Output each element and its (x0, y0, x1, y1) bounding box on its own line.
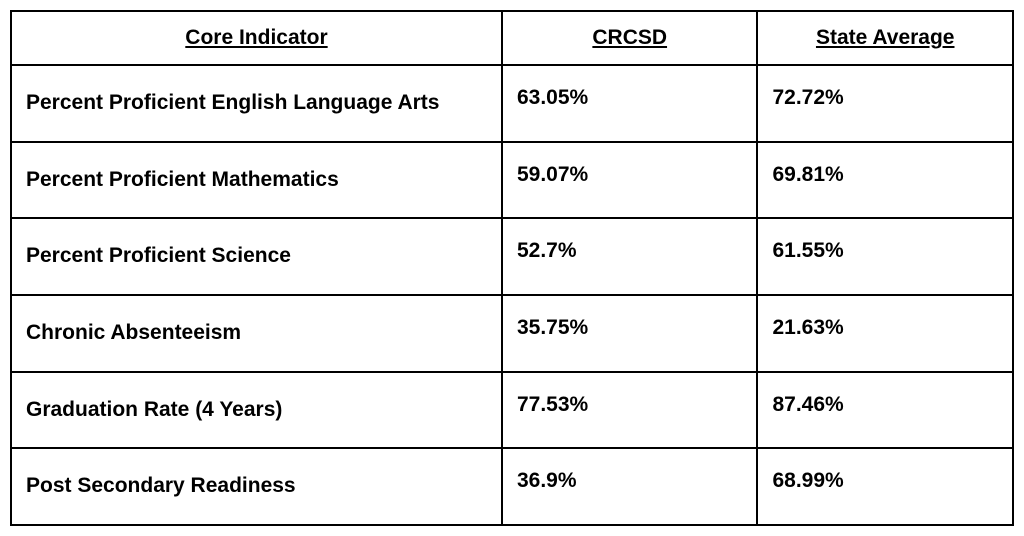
cell-state: 21.63% (757, 295, 1013, 372)
table-row: Percent Proficient Mathematics 59.07% 69… (11, 142, 1013, 219)
indicators-table: Core Indicator CRCSD State Average Perce… (10, 10, 1014, 526)
cell-indicator: Graduation Rate (4 Years) (11, 372, 502, 449)
table-row: Post Secondary Readiness 36.9% 68.99% (11, 448, 1013, 525)
column-header-state: State Average (757, 11, 1013, 65)
table-row: Percent Proficient Science 52.7% 61.55% (11, 218, 1013, 295)
cell-state: 68.99% (757, 448, 1013, 525)
cell-indicator: Percent Proficient Science (11, 218, 502, 295)
cell-crcsd: 35.75% (502, 295, 758, 372)
cell-indicator: Post Secondary Readiness (11, 448, 502, 525)
cell-indicator: Percent Proficient English Language Arts (11, 65, 502, 142)
cell-crcsd: 36.9% (502, 448, 758, 525)
table-row: Graduation Rate (4 Years) 77.53% 87.46% (11, 372, 1013, 449)
column-header-crcsd: CRCSD (502, 11, 758, 65)
cell-crcsd: 59.07% (502, 142, 758, 219)
cell-state: 61.55% (757, 218, 1013, 295)
table-header-row: Core Indicator CRCSD State Average (11, 11, 1013, 65)
cell-crcsd: 77.53% (502, 372, 758, 449)
cell-crcsd: 63.05% (502, 65, 758, 142)
cell-indicator: Chronic Absenteeism (11, 295, 502, 372)
cell-state: 87.46% (757, 372, 1013, 449)
cell-state: 69.81% (757, 142, 1013, 219)
cell-indicator: Percent Proficient Mathematics (11, 142, 502, 219)
cell-state: 72.72% (757, 65, 1013, 142)
table-row: Chronic Absenteeism 35.75% 21.63% (11, 295, 1013, 372)
table-row: Percent Proficient English Language Arts… (11, 65, 1013, 142)
cell-crcsd: 52.7% (502, 218, 758, 295)
column-header-indicator: Core Indicator (11, 11, 502, 65)
